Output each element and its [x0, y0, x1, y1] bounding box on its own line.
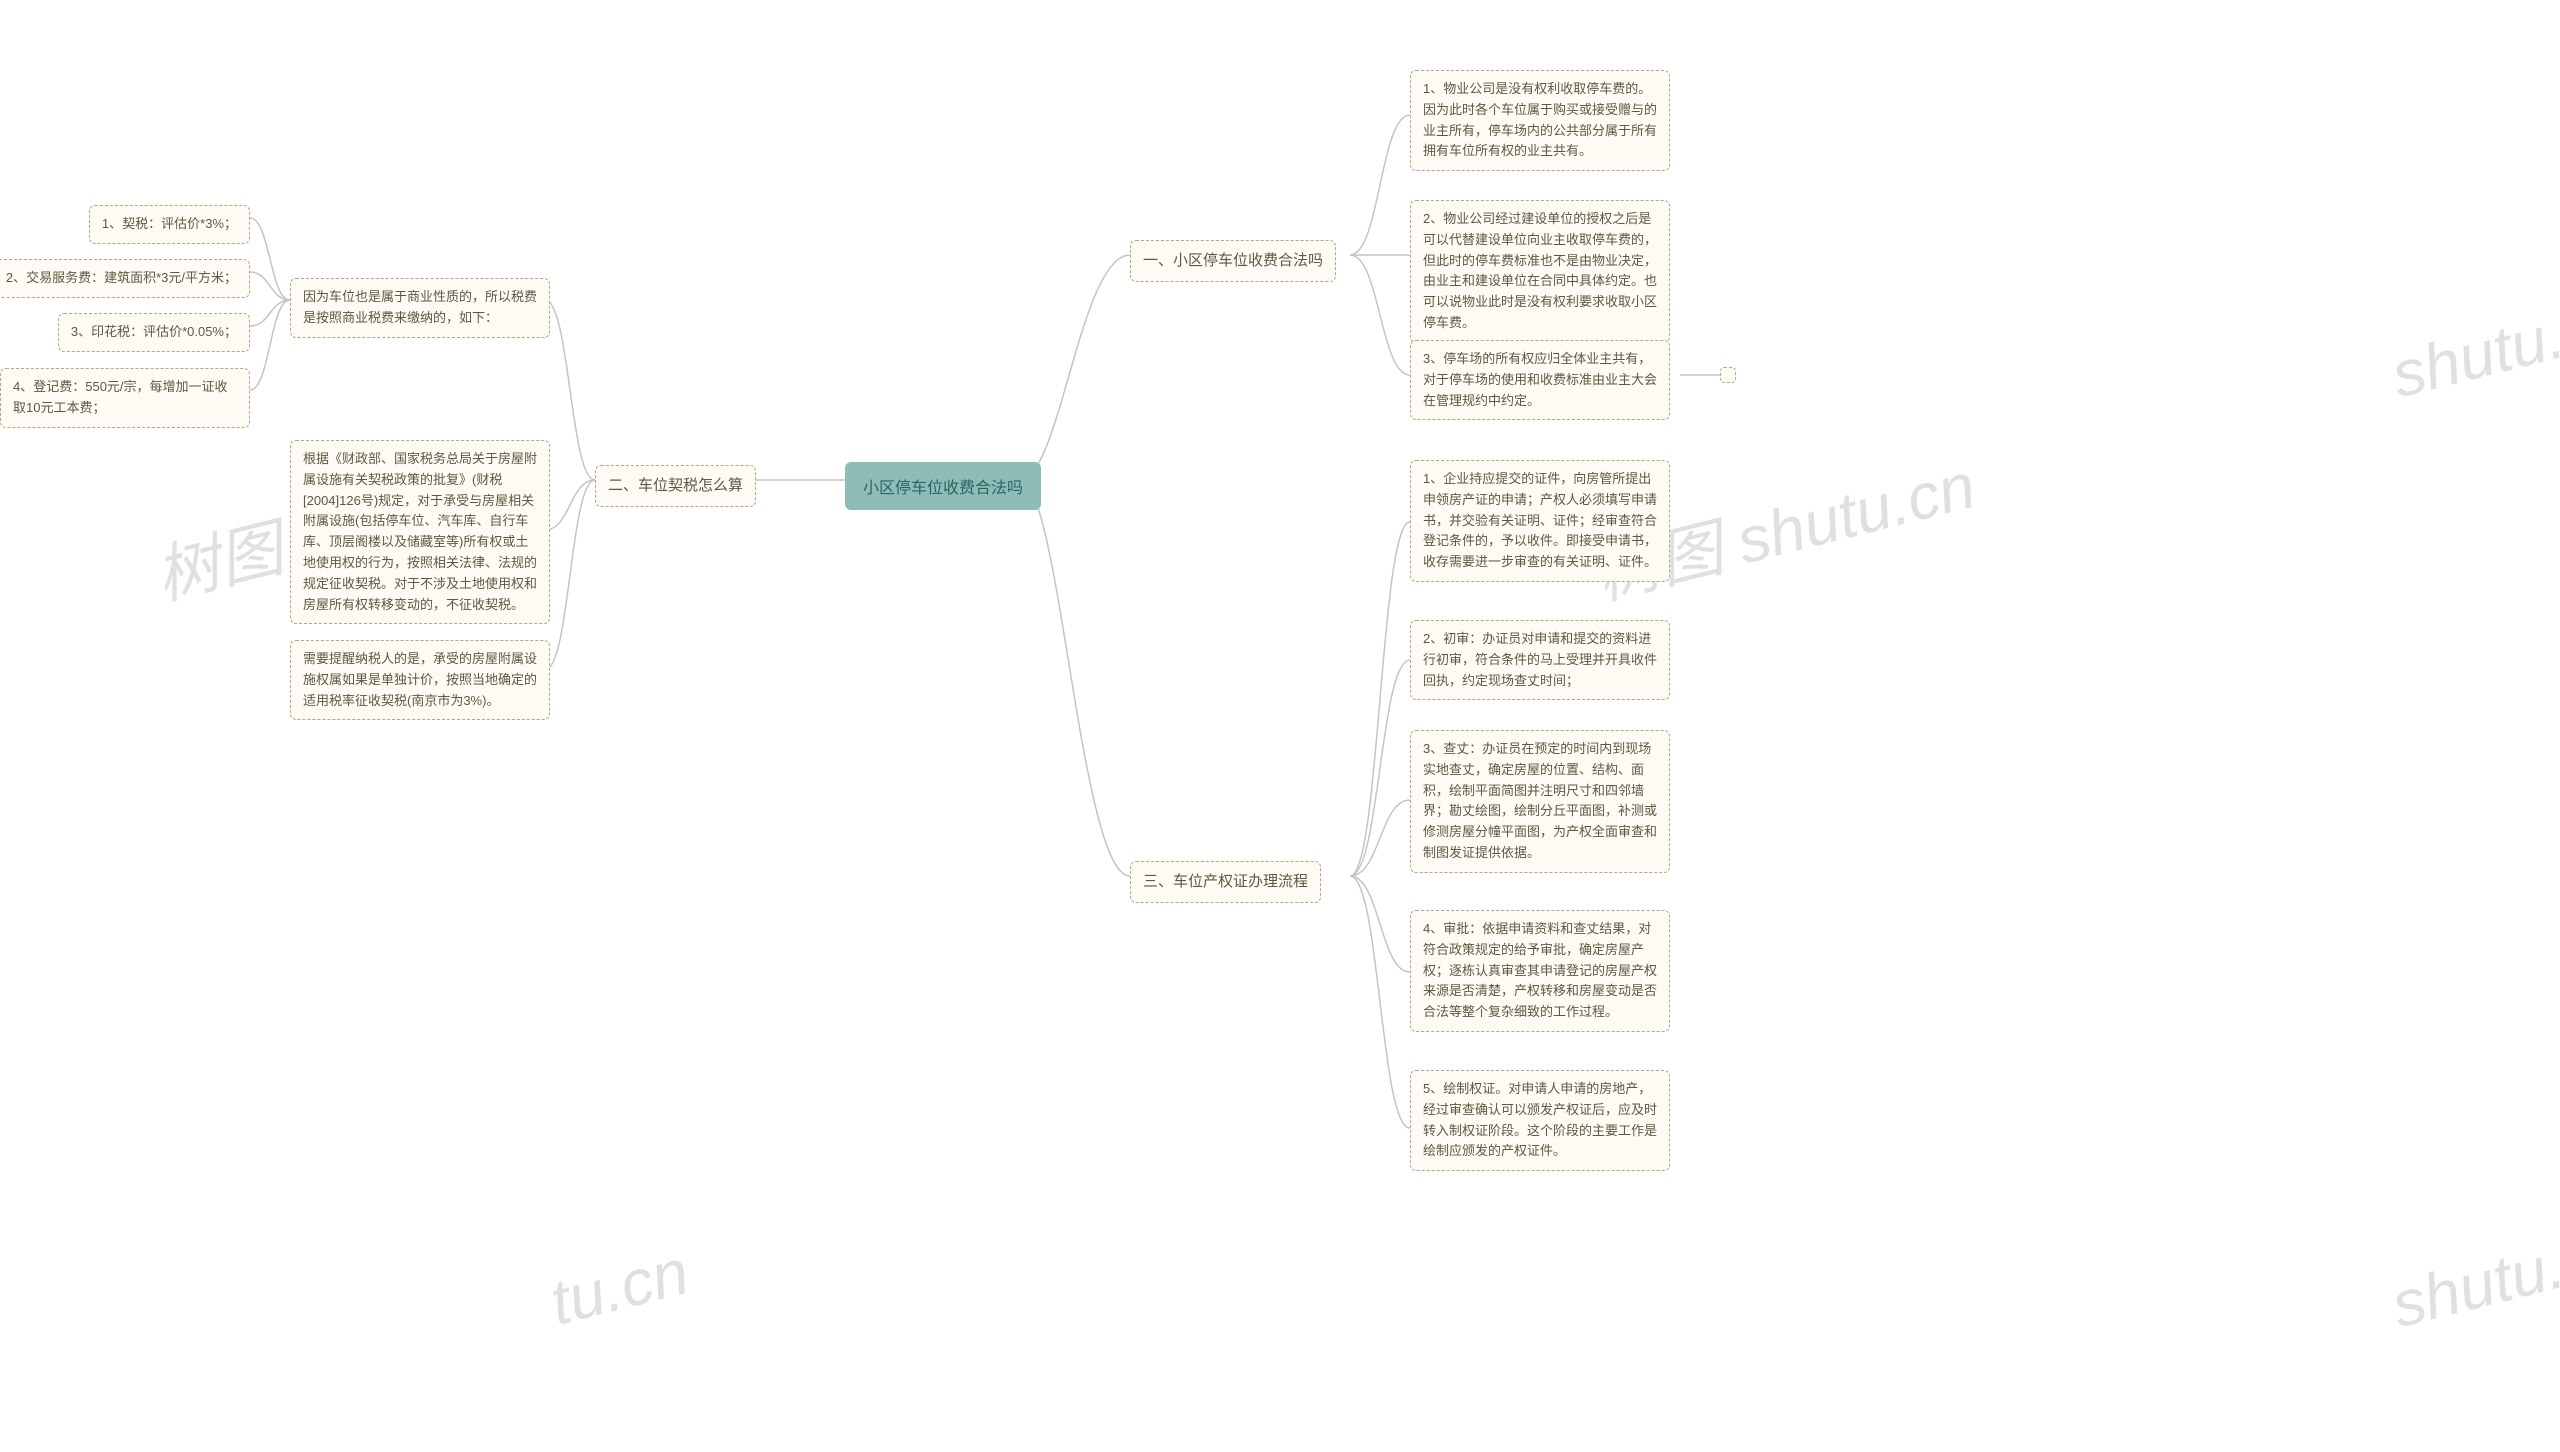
leaf-s2-2[interactable]: 根据《财政部、国家税务总局关于房屋附属设施有关契税政策的批复》(财税[2004]… — [290, 440, 550, 624]
watermark: tu.cn — [543, 1234, 696, 1339]
leaf-s2-b1-1[interactable]: 1、契税：评估价*3%； — [89, 205, 250, 244]
leaf-s2-branch1-text: 因为车位也是属于商业性质的，所以税费是按照商业税费来缴纳的，如下： — [303, 289, 537, 325]
leaf-s2-b1-2-text: 2、交易服务费：建筑面积*3元/平方米； — [6, 270, 237, 285]
leaf-s2-3-text: 需要提醒纳税人的是，承受的房屋附属设施权属如果是单独计价，按照当地确定的适用税率… — [303, 651, 537, 708]
section-3-label: 三、车位产权证办理流程 — [1143, 873, 1308, 890]
watermark: shutu.cn — [2385, 282, 2560, 412]
root-label: 小区停车位收费合法吗 — [863, 480, 1023, 497]
leaf-s3-3[interactable]: 3、查丈：办证员在预定的时间内到现场实地查丈，确定房屋的位置、结构、面积，绘制平… — [1410, 730, 1670, 873]
leaf-s2-b1-2[interactable]: 2、交易服务费：建筑面积*3元/平方米； — [0, 259, 250, 298]
section-node-3[interactable]: 三、车位产权证办理流程 — [1130, 861, 1321, 903]
leaf-s3-5[interactable]: 5、绘制权证。对申请人申请的房地产，经过审查确认可以颁发产权证后，应及时转入制权… — [1410, 1070, 1670, 1171]
leaf-s1-1-text: 1、物业公司是没有权利收取停车费的。因为此时各个车位属于购买或接受赠与的业主所有… — [1423, 81, 1657, 158]
leaf-s2-b1-3[interactable]: 3、印花税：评估价*0.05%； — [58, 313, 250, 352]
section-1-label: 一、小区停车位收费合法吗 — [1143, 252, 1323, 269]
connector-layer — [0, 0, 2560, 1452]
leaf-s3-2-text: 2、初审：办证员对申请和提交的资料进行初审，符合条件的马上受理并开具收件回执，约… — [1423, 631, 1657, 688]
section-node-2[interactable]: 二、车位契税怎么算 — [595, 465, 756, 507]
leaf-s2-2-text: 根据《财政部、国家税务总局关于房屋附属设施有关契税政策的批复》(财税[2004]… — [303, 451, 537, 612]
collapsed-child-dot[interactable] — [1720, 367, 1736, 383]
leaf-s2-b1-1-text: 1、契税：评估价*3%； — [102, 216, 237, 231]
leaf-s2-b1-4[interactable]: 4、登记费：550元/宗，每增加一证收取10元工本费； — [0, 368, 250, 428]
section-node-1[interactable]: 一、小区停车位收费合法吗 — [1130, 240, 1336, 282]
section-2-label: 二、车位契税怎么算 — [608, 477, 743, 494]
leaf-s1-2-text: 2、物业公司经过建设单位的授权之后是可以代替建设单位向业主收取停车费的，但此时的… — [1423, 211, 1657, 330]
leaf-s3-1[interactable]: 1、企业持应提交的证件，向房管所提出申领房产证的申请；产权人必须填写申请书，并交… — [1410, 460, 1670, 582]
leaf-s2-3[interactable]: 需要提醒纳税人的是，承受的房屋附属设施权属如果是单独计价，按照当地确定的适用税率… — [290, 640, 550, 720]
leaf-s3-5-text: 5、绘制权证。对申请人申请的房地产，经过审查确认可以颁发产权证后，应及时转入制权… — [1423, 1081, 1657, 1158]
leaf-s3-4-text: 4、审批：依据申请资料和查丈结果，对符合政策规定的给予审批，确定房屋产权；逐栋认… — [1423, 921, 1657, 1019]
leaf-s2-b1-4-text: 4、登记费：550元/宗，每增加一证收取10元工本费； — [13, 379, 228, 415]
leaf-s1-3[interactable]: 3、停车场的所有权应归全体业主共有，对于停车场的使用和收费标准由业主大会在管理规… — [1410, 340, 1670, 420]
leaf-s2-branch1[interactable]: 因为车位也是属于商业性质的，所以税费是按照商业税费来缴纳的，如下： — [290, 278, 550, 338]
root-node[interactable]: 小区停车位收费合法吗 — [845, 462, 1041, 510]
leaf-s1-3-text: 3、停车场的所有权应归全体业主共有，对于停车场的使用和收费标准由业主大会在管理规… — [1423, 351, 1657, 408]
leaf-s1-2[interactable]: 2、物业公司经过建设单位的授权之后是可以代替建设单位向业主收取停车费的，但此时的… — [1410, 200, 1670, 343]
leaf-s3-3-text: 3、查丈：办证员在预定的时间内到现场实地查丈，确定房屋的位置、结构、面积，绘制平… — [1423, 741, 1657, 860]
leaf-s1-1[interactable]: 1、物业公司是没有权利收取停车费的。因为此时各个车位属于购买或接受赠与的业主所有… — [1410, 70, 1670, 171]
leaf-s3-2[interactable]: 2、初审：办证员对申请和提交的资料进行初审，符合条件的马上受理并开具收件回执，约… — [1410, 620, 1670, 700]
leaf-s3-4[interactable]: 4、审批：依据申请资料和查丈结果，对符合政策规定的给予审批，确定房屋产权；逐栋认… — [1410, 910, 1670, 1032]
watermark: shutu.cn — [2385, 1212, 2560, 1342]
leaf-s3-1-text: 1、企业持应提交的证件，向房管所提出申领房产证的申请；产权人必须填写申请书，并交… — [1423, 471, 1657, 569]
leaf-s2-b1-3-text: 3、印花税：评估价*0.05%； — [71, 324, 237, 339]
